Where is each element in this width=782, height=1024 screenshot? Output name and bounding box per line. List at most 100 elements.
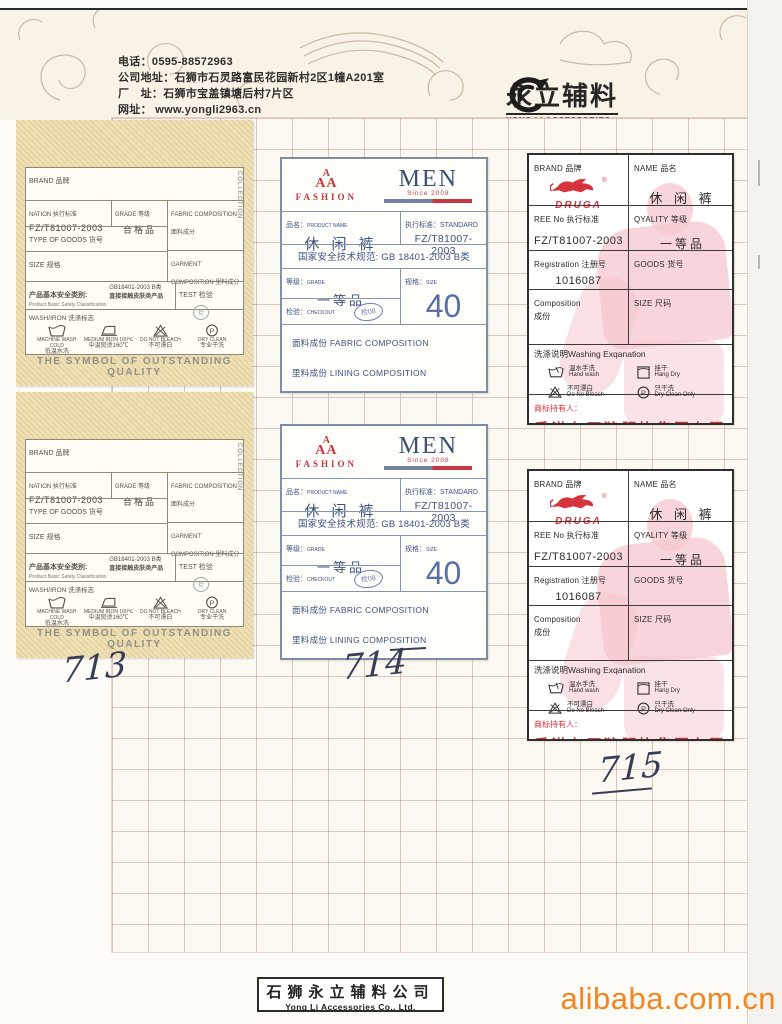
since-text: Since 2008: [407, 189, 450, 197]
name-value: 休 闲 裤: [649, 507, 716, 522]
nation-cell: NATION 执行标准 FZ/T81007-2003: [25, 472, 112, 505]
safety-value-2: 直接接触皮肤类产品: [109, 565, 164, 572]
iron-icon: [100, 325, 117, 336]
quality-value: 一等品: [659, 237, 705, 251]
svg-text:P: P: [210, 326, 215, 335]
alibaba-watermark: alibaba.com.cn: [560, 981, 776, 1016]
grade-cell: GRADE 等级 合格品: [111, 472, 168, 507]
decorative-paper: 电话：0595-88572963 公司地址：石狮市石灵路富民花园新村2区1幢A2…: [0, 10, 770, 120]
quality-slogan: THE SYMBOL OF OUTSTANDING QUALITY: [37, 628, 232, 650]
nation-value: FZ/T81007-2003: [29, 223, 104, 233]
quality-cell: QYALITY 等级 一等品: [628, 521, 732, 567]
ree-label: REE No 执行标准: [534, 215, 600, 224]
handwritten-number-713: 713: [61, 644, 128, 692]
standard-cell: 执行标准：STANDARD FZ/T81007-2003: [400, 211, 487, 257]
name-label: NAME 品名: [634, 164, 677, 173]
svg-text:P: P: [210, 598, 215, 607]
standard-value: FZ/T81007-2003: [414, 233, 473, 257]
grade-cell: GRADE 等级 合格品: [111, 200, 168, 235]
product-name-cell: 品名：PRODUCT NAME 休 闲 裤: [281, 478, 401, 520]
factory-address-line: 厂 址：石狮市宝盖镇塘后村7片区: [118, 88, 294, 100]
nation-label: NATION 执行标准: [29, 212, 77, 218]
wash-caption-cn: 不可漂白: [567, 385, 593, 392]
wash-caption-cn: 专业干洗: [200, 615, 225, 621]
check-label: 检验：: [286, 309, 307, 316]
owner-label: 商标持有人：: [534, 720, 582, 729]
check-label-en: CHECKOUT: [307, 577, 336, 583]
garment-composition-cell: GARMENT COMPOSITION 里料成分: [167, 250, 244, 286]
men-logo-row: A AA FASHION MEN Since 2008: [282, 426, 486, 478]
fabric-composition-cell: FABRIC COMPOSITION 面料成分: [167, 200, 244, 251]
safety-value-1: GB18401-2003 B类: [109, 557, 162, 563]
product-name-label: 品名：: [286, 489, 307, 496]
fashion-wordmark: FASHION: [295, 191, 357, 202]
grade-label-en: GRADE: [307, 280, 325, 286]
composition-label-cn: 成份: [534, 628, 551, 637]
product-name-label: 品名：: [286, 222, 307, 229]
registration-cell: Registration 注册号 1016087: [529, 250, 629, 290]
trademark-owner-cell: 商标持有人： 香港七匹狼服饰集团有限公司: [529, 710, 732, 739]
lining-composition-line: 里料成份 LINING COMPOSITION: [292, 635, 427, 645]
aa-logo-bottom: AA: [315, 442, 338, 458]
grade-label-en: GRADE: [307, 547, 325, 553]
wash-caption-cn: 中温熨烫160℃: [88, 615, 129, 621]
svg-text:P: P: [641, 704, 646, 713]
quality-label: QYALITY 等级: [634, 531, 688, 540]
since-text: Since 2008: [407, 456, 450, 464]
company-stamp-english: Yong Li Accessories Co., Ltd.: [285, 1002, 416, 1012]
men-hang-tag-1: A AA FASHION MEN Since 2008 品名：PRODUCT N…: [280, 157, 488, 393]
wash-caption-en: DO NOT BLEACH: [140, 609, 181, 615]
wash-item-no-bleach: 不可漂白 Do No Bleach: [548, 385, 637, 399]
scanner-edge-strip: [747, 0, 782, 1024]
wash-caption-en: MACHINE WASH COLD: [37, 609, 77, 621]
standard-label: 执行标准：STANDARD: [405, 489, 478, 496]
grade-label: 等级：: [286, 279, 307, 286]
nation-cell: NATION 执行标准 FZ/T81007-2003: [25, 200, 112, 233]
check-label-en: CHECKOUT: [307, 310, 336, 316]
dry-clean-icon: P: [637, 386, 649, 398]
wash-caption-cn: 低温水洗: [44, 621, 69, 627]
product-name-label-en: PRODUCT NAME: [307, 490, 348, 496]
size-label: SIZE 规格: [29, 262, 61, 269]
aa-logo-bottom: AA: [315, 175, 338, 191]
owner-value: 香港七匹狼服饰集团有限公司: [534, 418, 731, 423]
composition-label: Composition: [534, 615, 581, 624]
wash-item-dry-clean: P DRY CLEAN 专业干洗: [186, 596, 238, 628]
size-label-en: SIZE: [426, 280, 438, 286]
wash-item-hang-dry: 挂干 Hang Dry: [636, 681, 726, 695]
handwritten-number-715: 715: [597, 744, 664, 792]
quality-value: 一等品: [659, 553, 705, 567]
washing-cell: 洗涤说明Washing Exqanation 温水手洗 Hand wash: [529, 660, 732, 714]
scan-edge-line: [0, 8, 772, 10]
men-wordmark: MEN: [398, 432, 458, 459]
ree-cell: REE No 执行标准 FZ/T81007-2003: [529, 205, 629, 251]
grade-value: 合格品: [122, 497, 156, 507]
wash-caption-en: Dry Clean Only: [654, 392, 696, 398]
wash-item-hand-wash: 温水手洗 Hand wash: [548, 681, 637, 695]
two-tone-bar: [384, 465, 473, 470]
owner-value: 香港七匹狼服饰集团有限公司: [534, 734, 731, 739]
name-cell: NAME 品名 休 闲 裤: [628, 155, 732, 206]
company-stamp-chinese: 石狮永立辅料公司: [266, 984, 435, 1001]
size-cell: 规格：SIZE 40: [400, 268, 487, 325]
check-stamp: 检08: [352, 568, 384, 590]
website-line: 网址： www.yongli2963.cn: [118, 104, 262, 116]
swirl-logo-icon: [509, 77, 549, 113]
wash-caption-en: MEDIUM IRON 160℃: [83, 337, 134, 343]
brand-cell: BRAND 品牌 COLLECTION: [25, 439, 244, 491]
hand-wash-icon: [548, 683, 564, 694]
wash-iron-title: WASH/IRON 洗涤标志: [29, 587, 95, 594]
wash-caption-cn: 挂干: [654, 365, 668, 372]
wash-item-dry-clean: P DRY CLEAN 专业干洗: [186, 324, 238, 356]
wash-item-hand-wash: 温水手洗 Hand wash: [548, 365, 637, 379]
brand-label: BRAND 品牌: [29, 178, 70, 185]
registered-mark: ®: [602, 494, 607, 500]
owner-label: 商标持有人：: [534, 404, 582, 413]
registration-value: 1016087: [555, 591, 602, 603]
grade-cell: 等级：GRADE 一等品: [281, 535, 401, 575]
type-of-goods-label: TYPE OF GOODS 货号: [29, 509, 103, 516]
name-label: NAME 品名: [634, 480, 677, 489]
phone-line: 电话：0595-88572963: [118, 56, 233, 68]
wash-item-dry-clean-only: P 只干洗 Dry Clean Only: [637, 385, 726, 399]
